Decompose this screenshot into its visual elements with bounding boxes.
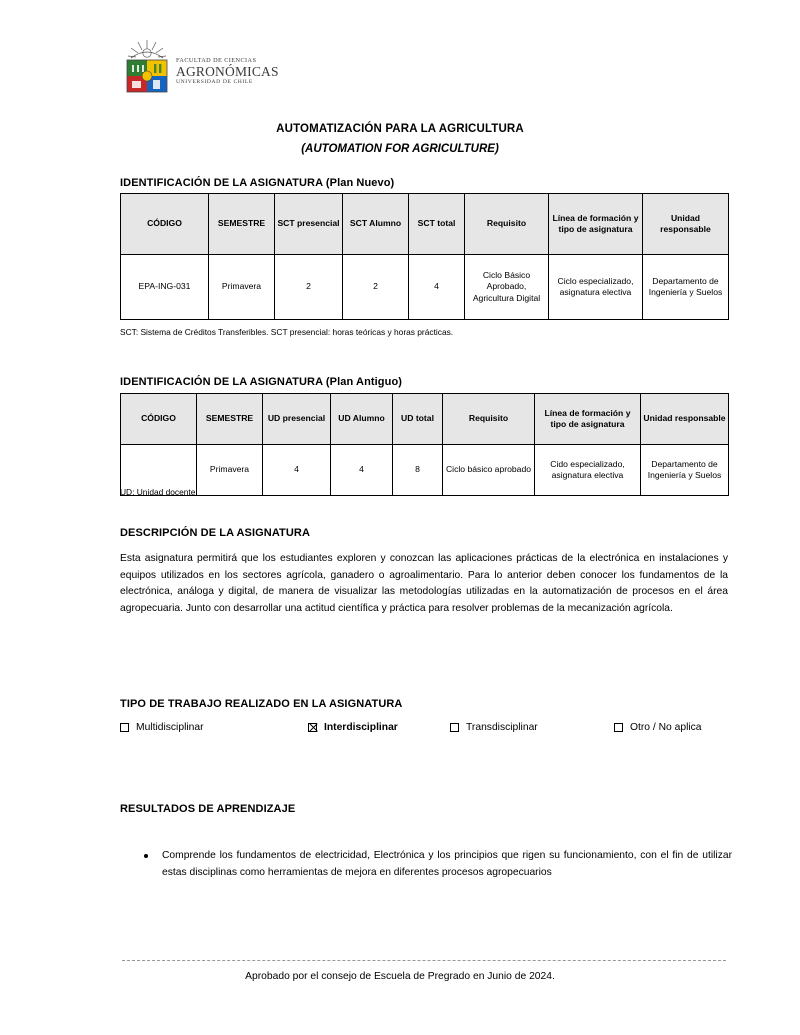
col-unidad-responsable: Unidad responsable xyxy=(640,393,729,445)
cell-ud-total: 8 xyxy=(392,444,443,496)
col-ud-presencial: UD presencial xyxy=(262,393,331,445)
note-sct: SCT: Sistema de Créditos Transferibles. … xyxy=(120,327,454,337)
checkbox-option-multidisciplinar[interactable]: Multidisciplinar xyxy=(120,722,204,733)
checkbox-icon[interactable] xyxy=(614,723,623,732)
cell-unidad-responsable: Departamento de Ingeniería y Suelos xyxy=(640,444,729,496)
heading-plan-nuevo: IDENTIFICACIÓN DE LA ASIGNATURA (Plan Nu… xyxy=(120,177,395,189)
resultados-list: Comprende los fundamentos de electricida… xyxy=(120,848,732,887)
heading-plan-antiguo: IDENTIFICACIÓN DE LA ASIGNATURA (Plan An… xyxy=(120,376,403,388)
cell-codigo: EPA-ING-031 xyxy=(120,254,209,320)
col-sct-total: SCT total xyxy=(408,193,465,255)
col-sct-alumno: SCT Alumno xyxy=(342,193,409,255)
cell-ud-alumno: 4 xyxy=(330,444,393,496)
checkbox-label: Interdisciplinar xyxy=(324,722,398,733)
table-row: Primavera 4 4 8 Ciclo básico aprobado Ci… xyxy=(120,444,729,496)
cell-requisito: Ciclo Básico Aprobado, Agricultura Digit… xyxy=(464,254,549,320)
cell-requisito: Ciclo básico aprobado xyxy=(442,444,535,496)
checkbox-option-transdisciplinar[interactable]: Transdisciplinar xyxy=(450,722,538,733)
descripcion-paragraph: Esta asignatura permitirá que los estudi… xyxy=(120,553,728,615)
col-linea-formacion: Línea de formación y tipo de asignatura xyxy=(534,393,641,445)
cell-linea-formacion: Ciclo especializado, asignatura electiva xyxy=(548,254,643,320)
cell-unidad-responsable: Departamento de Ingeniería y Suelos xyxy=(642,254,729,320)
note-ud: UD: Unidad docente. xyxy=(120,487,198,497)
checkbox-label: Transdisciplinar xyxy=(466,722,538,733)
cell-ud-presencial: 4 xyxy=(262,444,331,496)
cell-codigo xyxy=(120,444,197,496)
cell-sct-presencial: 2 xyxy=(274,254,343,320)
checkbox-option-otro-no-aplica[interactable]: Otro / No aplica xyxy=(614,722,702,733)
university-crest-icon xyxy=(126,40,168,97)
col-ud-total: UD total xyxy=(392,393,443,445)
footer-divider xyxy=(122,960,726,961)
col-codigo: CÓDIGO xyxy=(120,393,197,445)
page-title-translation: (AUTOMATION FOR AGRICULTURE) xyxy=(301,143,499,155)
faculty-logo: Facultad de Ciencias AGRONÓMICAS Univers… xyxy=(124,36,354,102)
col-requisito: Requisito xyxy=(464,193,549,255)
bullet-icon xyxy=(144,854,148,858)
heading-descripcion: DESCRIPCIÓN DE LA ASIGNATURA xyxy=(120,527,311,539)
col-semestre: SEMESTRE xyxy=(196,393,263,445)
heading-tipo-trabajo: TIPO DE TRABAJO REALIZADO EN LA ASIGNATU… xyxy=(120,698,403,710)
checkbox-label: Multidisciplinar xyxy=(136,722,204,733)
col-semestre: SEMESTRE xyxy=(208,193,275,255)
col-codigo: CÓDIGO xyxy=(120,193,209,255)
col-linea-formacion: Línea de formación y tipo de asignatura xyxy=(548,193,643,255)
table-header-row: CÓDIGO SEMESTRE SCT presencial SCT Alumn… xyxy=(120,193,729,255)
list-item-text: Comprende los fundamentos de electricida… xyxy=(162,850,732,878)
cell-sct-alumno: 2 xyxy=(342,254,409,320)
col-ud-alumno: UD Alumno xyxy=(330,393,393,445)
logo-line-agronomicas: AGRONÓMICAS xyxy=(176,63,279,79)
cell-semestre: Primavera xyxy=(208,254,275,320)
col-unidad-responsable: Unidad responsable xyxy=(642,193,729,255)
cell-sct-total: 4 xyxy=(408,254,465,320)
table-plan-nuevo: CÓDIGO SEMESTRE SCT presencial SCT Alumn… xyxy=(120,193,729,320)
list-item: Comprende los fundamentos de electricida… xyxy=(120,848,732,881)
heading-resultados: RESULTADOS DE APRENDIZAJE xyxy=(120,803,296,815)
logo-line-university: Universidad de Chile xyxy=(176,78,253,85)
cell-semestre: Primavera xyxy=(196,444,263,496)
table-plan-antiguo: CÓDIGO SEMESTRE UD presencial UD Alumno … xyxy=(120,393,729,496)
checkbox-icon[interactable] xyxy=(120,723,129,732)
checkbox-option-interdisciplinar[interactable]: Interdisciplinar xyxy=(308,722,398,733)
page-title: AUTOMATIZACIÓN PARA LA AGRICULTURA xyxy=(276,123,524,135)
checkbox-checked-icon[interactable] xyxy=(308,723,317,732)
cell-linea-formacion: Cido especializado, asignatura electiva xyxy=(534,444,641,496)
logo-line-faculty: Facultad de Ciencias xyxy=(176,57,257,64)
table-row: EPA-ING-031 Primavera 2 2 4 Ciclo Básico… xyxy=(120,254,729,320)
checkbox-label: Otro / No aplica xyxy=(630,722,702,733)
col-requisito: Requisito xyxy=(442,393,535,445)
tipo-trabajo-options: Multidisciplinar Interdisciplinar Transd… xyxy=(120,722,732,742)
footer-approval-text: Aprobado por el consejo de Escuela de Pr… xyxy=(245,971,555,982)
checkbox-icon[interactable] xyxy=(450,723,459,732)
col-sct-presencial: SCT presencial xyxy=(274,193,343,255)
table-header-row: CÓDIGO SEMESTRE UD presencial UD Alumno … xyxy=(120,393,729,445)
